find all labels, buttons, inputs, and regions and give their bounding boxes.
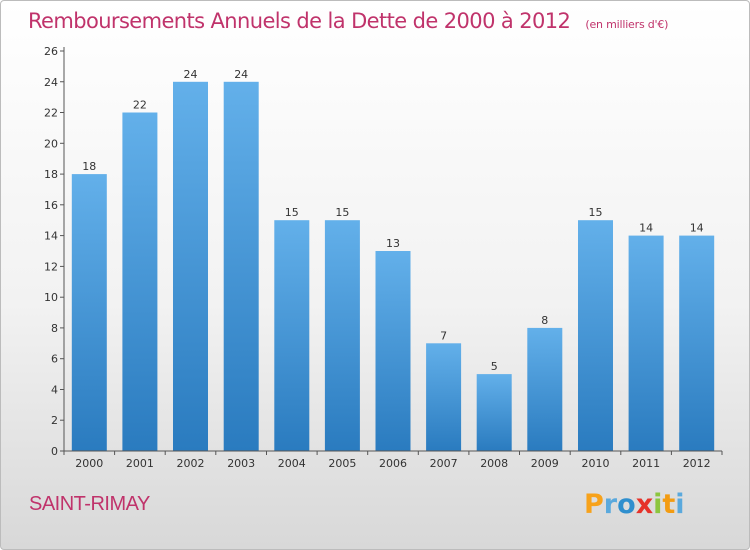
bar-2010 bbox=[578, 220, 613, 451]
y-tick-label-16: 16 bbox=[44, 199, 58, 212]
y-tick-label-6: 6 bbox=[51, 353, 58, 366]
chart-title: Remboursements Annuels de la Dette de 20… bbox=[28, 9, 571, 33]
value-label-2001: 22 bbox=[133, 99, 147, 112]
x-tick-label-2004: 2004 bbox=[278, 457, 306, 470]
bar-2011 bbox=[628, 235, 664, 451]
chart-subtitle: (en milliers d'€) bbox=[585, 18, 669, 31]
value-label-2007: 7 bbox=[440, 329, 447, 342]
axis-layer bbox=[60, 47, 723, 455]
y-tick-label-20: 20 bbox=[44, 137, 58, 150]
x-tick-label-2011: 2011 bbox=[632, 457, 660, 470]
x-tick-label-2009: 2009 bbox=[531, 457, 559, 470]
x-tick-label-2002: 2002 bbox=[177, 457, 205, 470]
labels-layer: 1820002220012420022420031520041520051320… bbox=[44, 45, 711, 470]
x-tick-label-2001: 2001 bbox=[126, 457, 154, 470]
value-label-2002: 24 bbox=[184, 68, 198, 81]
logo-letter: P bbox=[584, 489, 604, 520]
y-tick-label-18: 18 bbox=[44, 168, 58, 181]
value-label-2004: 15 bbox=[285, 206, 299, 219]
bars-layer bbox=[71, 81, 715, 452]
y-tick-label-4: 4 bbox=[51, 384, 58, 397]
x-tick-label-2008: 2008 bbox=[480, 457, 508, 470]
x-tick-label-2005: 2005 bbox=[328, 457, 356, 470]
logo-letter: i bbox=[675, 489, 685, 520]
proxiti-logo[interactable]: Proxiti bbox=[584, 489, 685, 520]
bar-2001 bbox=[122, 112, 158, 451]
y-tick-label-2: 2 bbox=[51, 414, 58, 427]
x-tick-label-2000: 2000 bbox=[75, 457, 103, 470]
y-tick-label-0: 0 bbox=[51, 445, 58, 458]
x-tick-label-2007: 2007 bbox=[430, 457, 458, 470]
location-name: SAINT-RIMAY bbox=[29, 493, 150, 515]
x-tick-label-2012: 2012 bbox=[683, 457, 711, 470]
x-tick-label-2010: 2010 bbox=[582, 457, 610, 470]
value-label-2005: 15 bbox=[335, 206, 349, 219]
bar-2012 bbox=[679, 235, 715, 451]
y-tick-label-10: 10 bbox=[44, 291, 58, 304]
bar-2004 bbox=[274, 220, 310, 451]
value-label-2008: 5 bbox=[491, 360, 498, 373]
value-label-2003: 24 bbox=[234, 68, 248, 81]
value-label-2010: 15 bbox=[589, 206, 603, 219]
y-tick-label-12: 12 bbox=[44, 260, 58, 273]
x-tick-label-2006: 2006 bbox=[379, 457, 407, 470]
y-tick-label-14: 14 bbox=[44, 230, 58, 243]
value-label-2011: 14 bbox=[639, 222, 653, 235]
logo-letter: i bbox=[653, 489, 663, 520]
y-tick-label-26: 26 bbox=[44, 45, 58, 58]
bar-2009 bbox=[527, 327, 563, 451]
value-label-2009: 8 bbox=[541, 314, 548, 327]
value-label-2006: 13 bbox=[386, 237, 400, 250]
y-tick-label-22: 22 bbox=[44, 107, 58, 120]
logo-letter: t bbox=[662, 489, 676, 520]
bar-2003 bbox=[223, 81, 259, 452]
bar-2007 bbox=[426, 343, 462, 451]
bar-2005 bbox=[324, 220, 360, 451]
x-tick-label-2003: 2003 bbox=[227, 457, 255, 470]
bar-2002 bbox=[173, 81, 208, 452]
y-tick-label-8: 8 bbox=[51, 322, 58, 335]
logo-letter: x bbox=[635, 489, 654, 520]
y-tick-label-24: 24 bbox=[44, 76, 58, 89]
logo-letter: r bbox=[603, 489, 618, 520]
bar-2000 bbox=[71, 174, 107, 451]
chart-title-block: Remboursements Annuels de la Dette de 20… bbox=[28, 9, 668, 33]
bar-2008 bbox=[476, 374, 512, 451]
value-label-2000: 18 bbox=[82, 160, 96, 173]
logo-letter: o bbox=[617, 489, 636, 520]
value-label-2012: 14 bbox=[690, 222, 704, 235]
bar-2006 bbox=[375, 251, 411, 451]
